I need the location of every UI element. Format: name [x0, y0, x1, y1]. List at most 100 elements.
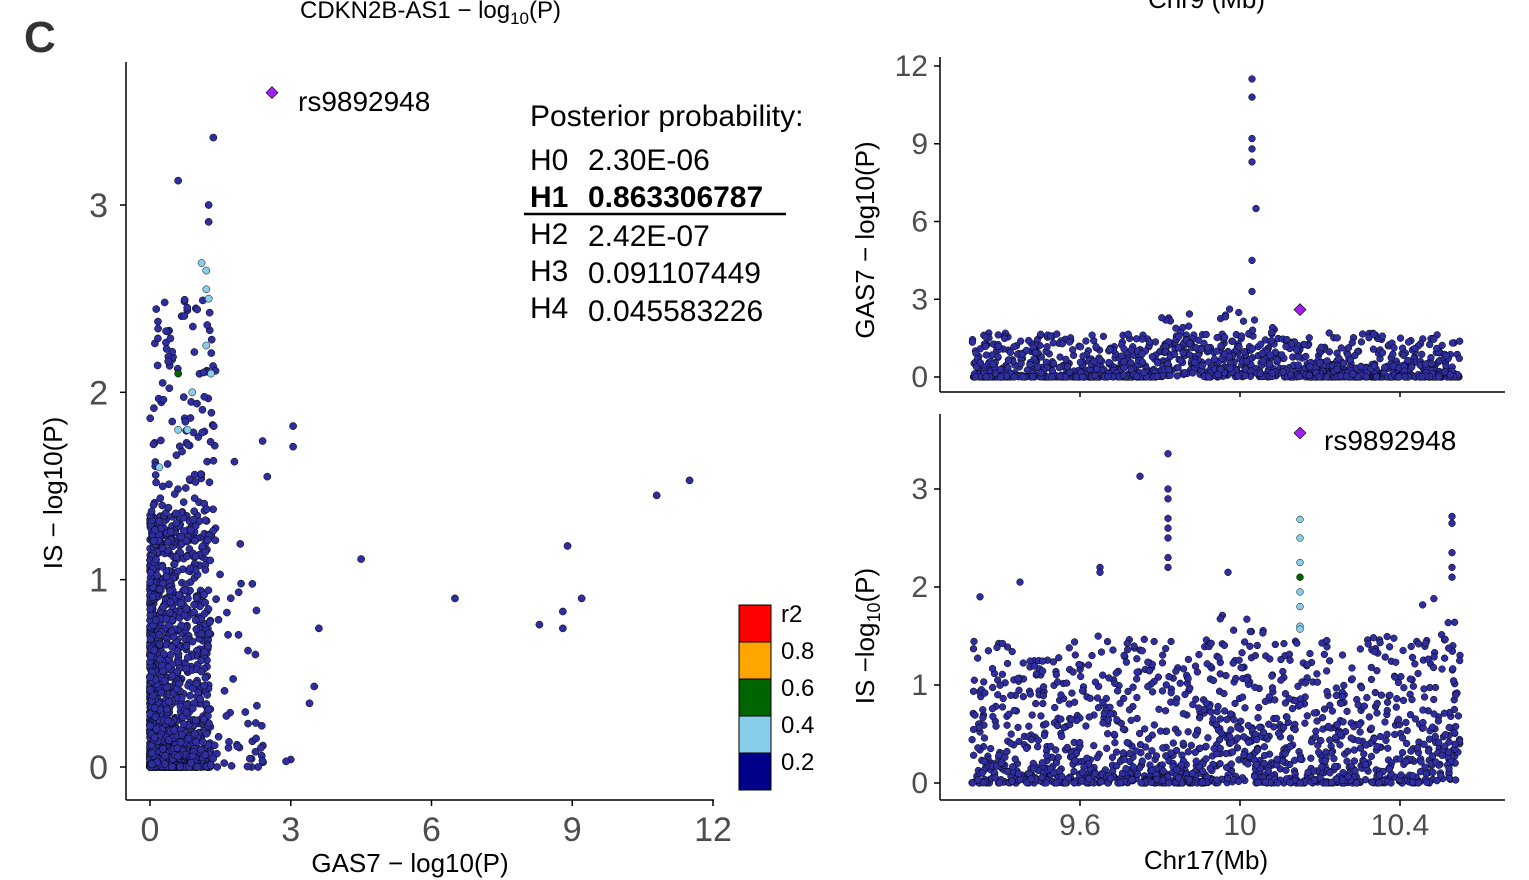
scatter-point	[1011, 755, 1019, 763]
scatter-point	[155, 631, 163, 639]
scatter-point	[1244, 760, 1252, 768]
scatter-point	[1303, 712, 1311, 720]
scatter-point	[191, 616, 200, 625]
scatter-point	[224, 630, 232, 639]
scatter-point	[1435, 738, 1443, 746]
scatter-point	[170, 560, 179, 568]
scatter-point	[229, 675, 237, 683]
scatter-point	[1273, 356, 1281, 364]
scatter-point-peak	[1164, 514, 1172, 523]
scatter-point	[1052, 671, 1060, 679]
scatter-point	[1094, 632, 1102, 640]
y-tick-label: 1	[89, 562, 108, 600]
scatter-point	[1336, 730, 1345, 738]
scatter-point	[1264, 767, 1272, 775]
scatter-point	[1323, 667, 1331, 675]
x-tick-label: 12	[694, 811, 732, 849]
scatter-point	[146, 722, 154, 731]
scatter-point	[209, 133, 218, 142]
scatter-point	[1133, 372, 1141, 381]
scatter-point	[1434, 717, 1443, 725]
scatter-point	[1144, 682, 1152, 691]
scatter-point	[1224, 774, 1232, 783]
scatter-point	[1026, 690, 1035, 698]
scatter-point	[980, 678, 988, 686]
scatter-point	[205, 618, 214, 627]
scatter-point	[1189, 700, 1197, 709]
scatter-point	[1049, 339, 1057, 347]
legend-label-0.6: 0.6	[781, 675, 814, 702]
scatter-point	[968, 338, 977, 346]
scatter-point	[1202, 699, 1210, 707]
scatter-point	[1370, 330, 1378, 338]
scatter-point	[1049, 359, 1058, 368]
rb-scatter-points	[968, 450, 1464, 787]
scatter-point	[186, 525, 195, 534]
scatter-point	[220, 759, 229, 767]
scatter-point	[204, 705, 213, 714]
scatter-point	[1147, 778, 1155, 787]
scatter-point	[158, 379, 167, 387]
scatter-point	[1392, 658, 1400, 666]
scatter-point	[1420, 740, 1428, 748]
scatter-point	[1124, 330, 1132, 338]
scatter-point	[170, 490, 179, 498]
scatter-point	[1279, 368, 1287, 376]
scatter-point	[1150, 721, 1158, 729]
scatter-point	[148, 749, 156, 758]
scatter-point	[1302, 352, 1310, 361]
scatter-point	[1265, 720, 1273, 728]
scatter-point	[1097, 648, 1106, 656]
scatter-point	[994, 352, 1002, 361]
scatter-point	[1127, 365, 1136, 374]
scatter-point	[155, 517, 163, 526]
scatter-point	[1433, 777, 1441, 785]
scatter-point	[161, 751, 170, 760]
scatter-point-peak	[1136, 472, 1144, 480]
scatter-point	[146, 414, 155, 423]
scatter-point	[1381, 653, 1389, 661]
scatter-point	[1019, 373, 1027, 381]
legend-label-0.4: 0.4	[781, 712, 814, 739]
scatter-point-peak	[1164, 485, 1172, 493]
scatter-point	[1046, 332, 1055, 340]
scatter-point	[1332, 684, 1341, 692]
scatter-point	[174, 176, 182, 185]
scatter-point	[213, 763, 222, 771]
scatter-point	[1072, 749, 1081, 757]
scatter-point	[1305, 371, 1313, 380]
scatter-point	[1192, 731, 1200, 739]
scatter-point	[1222, 749, 1230, 758]
scatter-point	[214, 615, 223, 624]
scatter-point	[1301, 679, 1310, 687]
scatter-point	[1285, 650, 1294, 658]
scatter-point	[1449, 677, 1458, 685]
scatter-point	[1185, 310, 1194, 318]
scatter-point	[1227, 726, 1235, 734]
scatter-point	[164, 503, 173, 512]
scatter-point	[974, 776, 982, 784]
scatter-point	[357, 555, 365, 563]
scatter-point	[1235, 656, 1243, 664]
scatter-point	[1076, 672, 1085, 681]
scatter-point	[1113, 716, 1121, 724]
scatter-point-lightblue	[197, 259, 206, 267]
scatter-point-lightblue	[174, 425, 182, 434]
scatter-point	[1078, 373, 1087, 381]
scatter-point	[1363, 693, 1371, 702]
scatter-point	[154, 334, 162, 343]
scatter-point	[1003, 747, 1011, 756]
scatter-point	[190, 494, 199, 503]
scatter-point	[1288, 704, 1297, 713]
scatter-point	[1227, 760, 1235, 768]
scatter-point	[1055, 363, 1063, 372]
scatter-point	[152, 478, 160, 487]
scatter-point	[976, 359, 985, 367]
scatter-point	[1278, 351, 1286, 359]
scatter-point	[1174, 729, 1182, 737]
scatter-point	[1403, 726, 1411, 735]
scatter-point	[1038, 657, 1047, 665]
x-tick-label: 9	[563, 811, 582, 849]
scatter-point	[1177, 761, 1186, 769]
scatter-point	[179, 719, 188, 728]
